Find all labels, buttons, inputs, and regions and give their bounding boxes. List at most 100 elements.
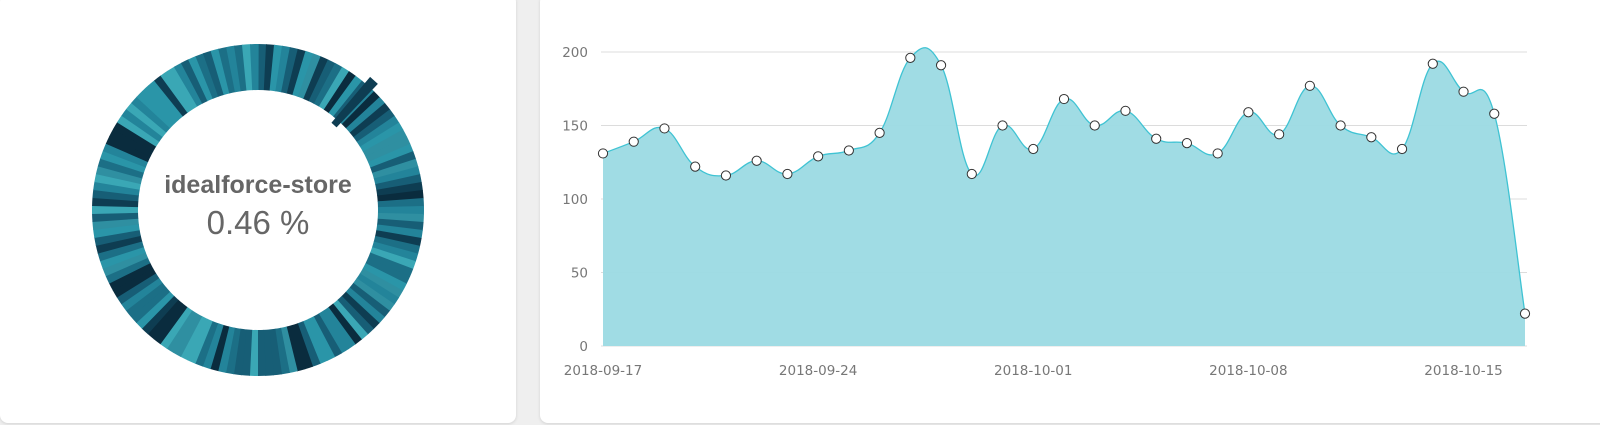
donut-segment bbox=[323, 71, 357, 114]
data-point[interactable] bbox=[1181, 138, 1193, 149]
donut-segment bbox=[195, 53, 219, 99]
donut-segment bbox=[313, 63, 343, 107]
donut-segment bbox=[92, 212, 139, 223]
donut-segment bbox=[225, 327, 241, 375]
data-point[interactable] bbox=[874, 127, 885, 138]
donut-segment bbox=[142, 85, 179, 125]
donut-segment bbox=[130, 287, 171, 324]
data-point[interactable] bbox=[1089, 120, 1100, 131]
donut-segment bbox=[136, 90, 175, 129]
data-point[interactable] bbox=[935, 60, 947, 71]
donut-segment bbox=[332, 299, 369, 340]
data-point[interactable] bbox=[751, 155, 762, 166]
donut-segment bbox=[345, 96, 386, 133]
data-point[interactable] bbox=[813, 151, 824, 162]
donut-segment bbox=[323, 307, 356, 350]
donut-segment bbox=[210, 48, 230, 96]
donut-segment bbox=[286, 48, 307, 96]
donut-segment bbox=[353, 109, 395, 143]
donut-segment bbox=[126, 102, 167, 138]
donut-segment bbox=[102, 252, 148, 277]
donut-segment bbox=[112, 121, 157, 152]
donut-segment bbox=[147, 80, 184, 121]
data-point[interactable] bbox=[690, 161, 701, 172]
donut-segment bbox=[109, 128, 154, 157]
y-tick-label: 50 bbox=[571, 266, 588, 282]
donut-segment bbox=[202, 50, 225, 97]
donut-segment bbox=[92, 189, 139, 202]
data-point[interactable] bbox=[1212, 148, 1223, 159]
data-point[interactable] bbox=[1120, 105, 1131, 116]
donut-segment bbox=[105, 135, 151, 163]
data-point[interactable] bbox=[1335, 120, 1346, 131]
data-point[interactable] bbox=[597, 148, 609, 159]
data-point[interactable] bbox=[782, 168, 793, 180]
donut-segment bbox=[370, 247, 416, 270]
data-point[interactable] bbox=[1028, 143, 1039, 155]
donut-segment bbox=[291, 323, 314, 370]
data-point[interactable] bbox=[720, 170, 732, 181]
area-chart: 0 50 100 150 200 2018-09-17 2018-09-24 2018-10… bbox=[562, 45, 1531, 379]
y-tick-label: 150 bbox=[562, 119, 588, 135]
donut-segment bbox=[95, 235, 143, 254]
donut-segment bbox=[92, 205, 139, 215]
donut-segment bbox=[131, 96, 171, 133]
y-tick-label: 0 bbox=[579, 339, 588, 355]
donut-segment bbox=[297, 321, 321, 367]
donut-segment bbox=[160, 70, 193, 113]
donut-segment bbox=[125, 282, 167, 318]
data-point[interactable] bbox=[1243, 107, 1254, 118]
donut-segment bbox=[349, 282, 390, 318]
donut-segment bbox=[373, 166, 421, 185]
donut-segment bbox=[105, 257, 151, 284]
data-point[interactable] bbox=[628, 136, 639, 147]
data-point[interactable] bbox=[1366, 132, 1377, 143]
donut-segment bbox=[308, 59, 336, 104]
data-point[interactable] bbox=[659, 123, 670, 134]
y-tick-label: 100 bbox=[562, 192, 588, 208]
donut-segment bbox=[180, 59, 208, 104]
data-point[interactable] bbox=[1427, 58, 1438, 69]
donut-segment bbox=[370, 151, 417, 174]
data-point[interactable] bbox=[1058, 93, 1070, 105]
donut-segment bbox=[318, 310, 349, 354]
donut-segment bbox=[95, 165, 143, 185]
donut-segment bbox=[362, 263, 407, 292]
x-tick-label: 2018-09-24 bbox=[779, 363, 857, 379]
donut-chart: idealforce-store 0.46 % bbox=[88, 40, 428, 380]
data-point[interactable] bbox=[1489, 108, 1500, 119]
donut-segment bbox=[153, 303, 188, 345]
x-tick-label: 2018-10-08 bbox=[1209, 363, 1287, 379]
donut-segment bbox=[281, 47, 299, 94]
data-point[interactable] bbox=[1151, 133, 1162, 144]
data-point[interactable] bbox=[997, 120, 1008, 131]
donut-segment bbox=[365, 257, 411, 285]
data-point[interactable] bbox=[966, 168, 977, 180]
donut-title: idealforce-store bbox=[164, 170, 352, 199]
donut-segment bbox=[359, 268, 404, 299]
x-tick-label: 2018-09-17 bbox=[564, 363, 642, 379]
data-point[interactable] bbox=[905, 52, 916, 63]
donut-segment bbox=[202, 323, 224, 370]
donut-segment bbox=[97, 158, 145, 179]
donut-segment bbox=[345, 287, 385, 324]
donut-segment bbox=[356, 273, 400, 305]
donut-segment bbox=[233, 328, 247, 376]
donut-segment bbox=[147, 299, 183, 340]
data-point[interactable] bbox=[843, 145, 854, 156]
donut-segment bbox=[94, 173, 141, 190]
donut-segment bbox=[372, 158, 419, 179]
donut-segment bbox=[102, 143, 149, 168]
data-point[interactable] bbox=[1396, 143, 1408, 155]
data-point[interactable] bbox=[1274, 129, 1285, 140]
area-fill bbox=[603, 47, 1525, 346]
data-point[interactable] bbox=[1519, 308, 1531, 319]
donut-segment bbox=[226, 45, 242, 93]
donut-segment bbox=[274, 327, 290, 375]
donut-segment bbox=[257, 329, 267, 377]
data-point[interactable] bbox=[1304, 80, 1315, 91]
data-point[interactable] bbox=[1458, 86, 1469, 97]
donut-segment bbox=[188, 56, 214, 102]
donut-segment bbox=[218, 46, 236, 94]
donut-segment bbox=[356, 115, 400, 148]
